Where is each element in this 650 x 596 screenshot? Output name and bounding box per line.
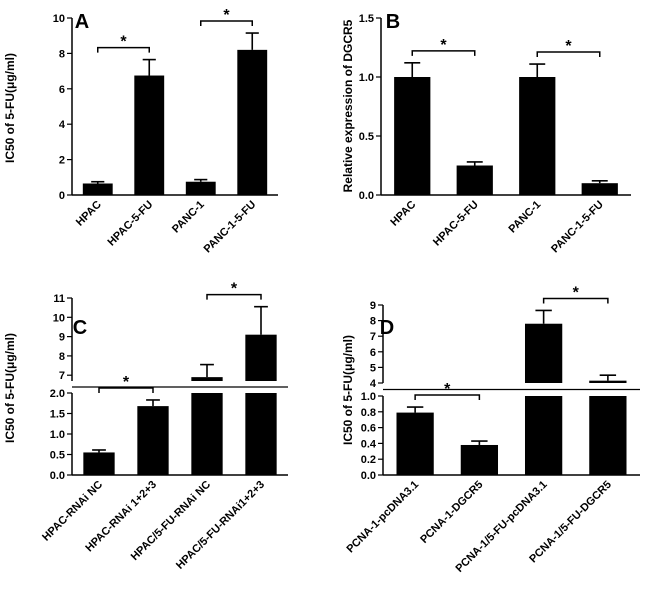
panel-b-significance-star: * bbox=[565, 38, 572, 55]
panel-b-category-label: HPAC bbox=[388, 199, 418, 229]
panel-a-category-label: HPAC-5-FU bbox=[106, 199, 156, 249]
panel-b-significance-bracket bbox=[411, 50, 476, 56]
panel-b-category-label: HPAC-5-FU bbox=[431, 199, 481, 249]
panel-d-ytick-label: 7 bbox=[370, 331, 376, 343]
panel-a-bar bbox=[134, 75, 165, 195]
panel-a-bar bbox=[237, 49, 268, 195]
panel-d-bar bbox=[460, 444, 499, 475]
panel-d-ytick-label: 9 bbox=[370, 300, 376, 312]
panel-a-letter: A bbox=[75, 11, 89, 33]
panel-a-significance-bracket bbox=[200, 20, 253, 27]
panel-c-ytick-label: 8 bbox=[59, 351, 65, 363]
panel-b-ytick-label: 1.0 bbox=[359, 72, 374, 84]
panel-c-bar bbox=[191, 393, 223, 475]
panel-d-bar-upper bbox=[524, 323, 563, 383]
panel-a-ytick-label: 10 bbox=[53, 13, 65, 25]
panel-c-bar bbox=[245, 393, 277, 475]
panel-a-bar bbox=[82, 183, 113, 195]
panel-c-ytick-label: 7 bbox=[59, 370, 65, 382]
panel-d-significance-bracket bbox=[542, 297, 609, 304]
panel-c-significance-bracket bbox=[206, 293, 262, 300]
panel-b-bar bbox=[456, 165, 493, 195]
panel-b-bar bbox=[581, 183, 618, 195]
panel-d-y-axis-label: IC50 of 5-FU(μg/ml) bbox=[341, 335, 355, 445]
panel-a-y-axis-label: IC50 of 5-FU(μg/ml) bbox=[3, 53, 17, 163]
panel-d-bar bbox=[589, 396, 627, 475]
panel-c-bar bbox=[83, 452, 115, 475]
panel-c-ytick-label: 10 bbox=[53, 312, 65, 324]
panel-c-significance-star: * bbox=[123, 374, 130, 391]
panel-a-bar bbox=[185, 181, 216, 195]
panel-b-significance-bracket bbox=[536, 51, 601, 58]
panel-c-significance-bracket bbox=[98, 387, 154, 393]
panel-a-category-label: PANC-1-5-FU bbox=[202, 199, 259, 256]
panel-c-ytick-label: 0.0 bbox=[50, 470, 65, 482]
panel-c-letter: C bbox=[73, 317, 87, 339]
panel-c-ytick-label: 9 bbox=[59, 332, 65, 344]
panel-d-ytick-label: 1.0 bbox=[361, 391, 376, 403]
panel-d-ytick-label: 0.6 bbox=[361, 423, 376, 435]
panel-d-significance-bracket bbox=[414, 394, 481, 401]
panel-a-significance-star: * bbox=[120, 34, 127, 51]
panel-c-bar-upper bbox=[245, 334, 277, 381]
panel-d-ytick-label: 4 bbox=[370, 378, 377, 390]
panel-b-letter: B bbox=[386, 11, 400, 33]
panel-c-category-label: HPAC/5-FU-RNAi1+2+3 bbox=[174, 479, 267, 572]
panel-a-ytick-label: 6 bbox=[59, 84, 65, 96]
panel-d-ytick-label: 0.0 bbox=[361, 470, 376, 482]
panel-b-ytick-label: 1.5 bbox=[359, 13, 374, 25]
panel-c-ytick-label: 2.0 bbox=[50, 388, 65, 400]
panel-d-significance-star: * bbox=[444, 381, 451, 398]
panel-d-category-label: PCNA-1-pcDNA3.1 bbox=[344, 479, 421, 556]
panel-c-ytick-label: 1.5 bbox=[50, 409, 65, 421]
panel-d-ytick-label: 0.2 bbox=[361, 454, 376, 466]
panel-c-ytick-label: 1.0 bbox=[50, 429, 65, 441]
panel-d-letter: D bbox=[380, 317, 394, 339]
panel-d-bar bbox=[524, 396, 563, 475]
panel-c-bar bbox=[137, 406, 169, 475]
panel-b-bar bbox=[519, 77, 556, 195]
panel-c-y-axis-label: IC50 of 5-FU(μg/ml) bbox=[3, 333, 17, 443]
panel-c-ytick-label: 0.5 bbox=[50, 450, 65, 462]
panel-a-ytick-label: 0 bbox=[59, 190, 65, 202]
panel-a-significance-star: * bbox=[223, 7, 230, 24]
panel-d-ytick-label: 5 bbox=[370, 362, 376, 374]
panel-d-significance-star: * bbox=[573, 284, 580, 301]
panel-a-ytick-label: 2 bbox=[59, 155, 65, 167]
panel-d-category-label: PCNA-1-DGCR5 bbox=[418, 479, 485, 546]
panel-b-category-label: PANC-1-5-FU bbox=[549, 199, 606, 256]
panel-b-ytick-label: 0.5 bbox=[359, 131, 374, 143]
panel-b-significance-star: * bbox=[440, 37, 447, 54]
panel-d-ytick-label: 0.4 bbox=[361, 438, 377, 450]
panel-a-category-label: HPAC bbox=[74, 199, 104, 229]
panel-d-ytick-label: 0.8 bbox=[361, 407, 376, 419]
panel-b-ytick-label: 0.0 bbox=[359, 190, 374, 202]
panel-d-ytick-label: 8 bbox=[370, 316, 376, 328]
panel-b-bar bbox=[394, 77, 431, 195]
panel-d-ytick-label: 6 bbox=[370, 347, 376, 359]
panel-a-ytick-label: 4 bbox=[59, 119, 66, 131]
panel-c-bar-upper bbox=[191, 377, 223, 381]
panel-d-bar-upper bbox=[589, 380, 627, 383]
panel-b-y-axis-label: Relative expression of DGCR5 bbox=[341, 19, 355, 192]
panel-a-significance-bracket bbox=[97, 46, 150, 53]
panel-d-bar bbox=[396, 412, 434, 475]
panel-a-category-label: PANC-1 bbox=[170, 199, 207, 236]
panel-c-significance-star: * bbox=[231, 281, 238, 298]
panel-b-category-label: PANC-1 bbox=[507, 199, 544, 236]
panel-a-ytick-label: 8 bbox=[59, 48, 65, 60]
panel-c-ytick-label: 11 bbox=[53, 293, 65, 305]
